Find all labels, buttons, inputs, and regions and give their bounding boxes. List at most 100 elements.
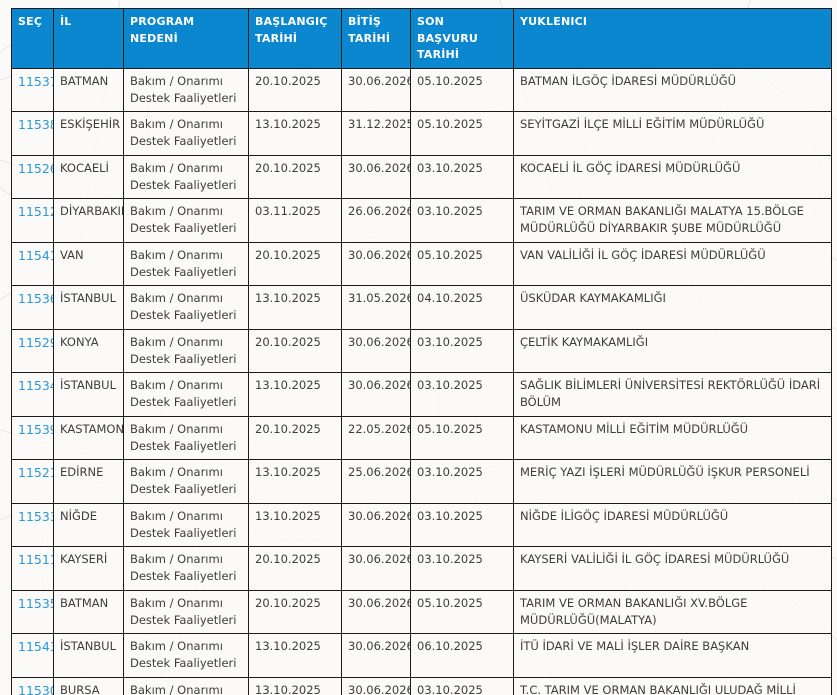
cell-sec: 11530 — [11, 676, 54, 695]
cell-sec: 11535 — [11, 589, 54, 634]
cell-il: NİĞDE — [53, 502, 124, 547]
cell-baslangic: 20.10.2025 — [248, 67, 342, 112]
cell-son-basvuru: 04.10.2025 — [410, 285, 514, 330]
cell-son-basvuru: 06.10.2025 — [410, 633, 514, 678]
column-header-bitis: BİTİŞ TARİHİ — [341, 8, 411, 69]
table-row: 11512 DİYARBAKIR Bakım / Onarımı Destek … — [11, 198, 832, 243]
program-id-link[interactable]: 11521 — [18, 465, 53, 480]
cell-yuklenici: KOCAELİ İL GÖÇ İDARESİ MÜDÜRLÜĞÜ — [513, 154, 832, 199]
cell-yuklenici: KAYSERİ VALİLİĞİ İL GÖÇ İDARESİ MÜDÜRLÜĞ… — [513, 546, 832, 591]
cell-program: Bakım / Onarımı Destek Faaliyetleri — [123, 111, 249, 156]
program-id-link[interactable]: 11526 — [18, 160, 53, 176]
column-header-program: PROGRAM NEDENİ — [123, 8, 249, 69]
cell-baslangic: 13.10.2025 — [248, 676, 342, 695]
program-id-link[interactable]: 11511 — [18, 552, 53, 567]
cell-son-basvuru: 03.10.2025 — [410, 676, 514, 695]
cell-son-basvuru: 03.10.2025 — [410, 502, 514, 547]
cell-bitis: 31.05.2026 — [341, 285, 411, 330]
cell-yuklenici: VAN VALİLİĞİ İL GÖÇ İDARESİ MÜDÜRLÜĞÜ — [513, 241, 832, 286]
program-id-link[interactable]: 11538 — [18, 117, 53, 132]
cell-yuklenici: KASTAMONU MİLLİ EĞİTİM MÜDÜRLÜĞÜ — [513, 415, 832, 460]
cell-baslangic: 13.10.2025 — [248, 502, 342, 547]
program-id-link[interactable]: 11539 — [18, 421, 53, 437]
cell-yuklenici: T.C. TARIM VE ORMAN BAKANLIĞI ULUDAĞ MİL… — [513, 676, 832, 695]
program-id-link[interactable]: 11543 — [18, 639, 53, 654]
cell-sec: 11537 — [11, 67, 54, 112]
cell-bitis: 30.06.2026 — [341, 67, 411, 112]
program-id-link[interactable]: 11536 — [18, 291, 53, 306]
column-header-yuklenici: YUKLENICI — [513, 8, 832, 69]
cell-bitis: 26.06.2026 — [341, 198, 411, 243]
cell-program: Bakım / Onarımı Destek Faaliyetleri — [123, 502, 249, 547]
cell-bitis: 30.06.2026 — [341, 589, 411, 634]
table-row: 11541 VAN Bakım / Onarımı Destek Faaliye… — [11, 241, 832, 286]
cell-baslangic: 20.10.2025 — [248, 241, 342, 286]
cell-program: Bakım / Onarımı Destek Faaliyetleri — [123, 415, 249, 460]
cell-son-basvuru: 05.10.2025 — [410, 67, 514, 112]
cell-bitis: 25.06.2026 — [341, 459, 411, 504]
cell-sec: 11521 — [11, 459, 54, 504]
program-id-link[interactable]: 11534 — [18, 378, 53, 393]
cell-bitis: 31.12.2025 — [341, 111, 411, 156]
cell-bitis: 30.06.2026 — [341, 546, 411, 591]
cell-bitis: 30.06.2026 — [341, 241, 411, 286]
program-id-link[interactable]: 11541 — [18, 247, 53, 263]
column-header-son-basvuru: SON BAŞVURU TARİHİ — [410, 8, 514, 69]
cell-program: Bakım / Onarımı Destek Faaliyetleri — [123, 589, 249, 634]
program-id-link[interactable]: 11530 — [18, 682, 53, 695]
cell-baslangic: 20.10.2025 — [248, 546, 342, 591]
cell-yuklenici: TARIM VE ORMAN BAKANLIĞI XV.BÖLGE MÜDÜRL… — [513, 589, 832, 634]
cell-program: Bakım / Onarımı Destek Faaliyetleri — [123, 67, 249, 112]
cell-bitis: 30.06.2026 — [341, 154, 411, 199]
cell-program: Bakım / Onarımı Destek Faaliyetleri — [123, 328, 249, 373]
cell-yuklenici: TARIM VE ORMAN BAKANLIĞI MALATYA 15.BÖLG… — [513, 198, 832, 243]
cell-baslangic: 13.10.2025 — [248, 633, 342, 678]
cell-sec: 11543 — [11, 633, 54, 678]
cell-program: Bakım / Onarımı Destek Faaliyetleri — [123, 633, 249, 678]
typ-programs-table: SEÇ İL PROGRAM NEDENİ BAŞLANGIÇ TARİHİ B… — [11, 8, 832, 695]
table-row: 11533 NİĞDE Bakım / Onarımı Destek Faali… — [11, 502, 832, 547]
cell-il: KASTAMONU — [53, 415, 124, 460]
cell-sec: 11512 — [11, 198, 54, 243]
program-id-link[interactable]: 11535 — [18, 595, 53, 611]
table-body: 11537 BATMAN Bakım / Onarımı Destek Faal… — [11, 67, 832, 695]
column-header-baslangic: BAŞLANGIÇ TARİHİ — [248, 8, 342, 69]
cell-baslangic: 13.10.2025 — [248, 459, 342, 504]
cell-program: Bakım / Onarımı Destek Faaliyetleri — [123, 198, 249, 243]
program-id-link[interactable]: 11512 — [18, 204, 53, 219]
program-id-link[interactable]: 11537 — [18, 73, 53, 89]
cell-program: Bakım / Onarımı Destek Faaliyetleri — [123, 154, 249, 199]
cell-yuklenici: MERİÇ YAZI İŞLERİ MÜDÜRLÜĞÜ İŞKUR PERSON… — [513, 459, 832, 504]
cell-yuklenici: İTÜ İDARİ VE MALİ İŞLER DAİRE BAŞKAN — [513, 633, 832, 678]
cell-il: İSTANBUL — [53, 633, 124, 678]
cell-baslangic: 13.10.2025 — [248, 111, 342, 156]
cell-son-basvuru: 03.10.2025 — [410, 328, 514, 373]
cell-sec: 11539 — [11, 415, 54, 460]
table-row: 11534 İSTANBUL Bakım / Onarımı Destek Fa… — [11, 372, 832, 417]
cell-baslangic: 20.10.2025 — [248, 328, 342, 373]
cell-bitis: 30.06.2026 — [341, 372, 411, 417]
column-header-sec: SEÇ — [11, 8, 54, 69]
cell-bitis: 22.05.2026 — [341, 415, 411, 460]
cell-sec: 11538 — [11, 111, 54, 156]
cell-il: KOCAELİ — [53, 154, 124, 199]
cell-program: Bakım / Onarımı Destek Faaliyetleri — [123, 459, 249, 504]
column-header-il: İL — [53, 8, 124, 69]
cell-sec: 11529 — [11, 328, 54, 373]
table-row: 11536 İSTANBUL Bakım / Onarımı Destek Fa… — [11, 285, 832, 330]
cell-il: ESKİŞEHİR — [53, 111, 124, 156]
cell-yuklenici: ÇELTİK KAYMAKAMLIĞI — [513, 328, 832, 373]
cell-program: Bakım / Onarımı Destek Faaliyetleri — [123, 241, 249, 286]
cell-son-basvuru: 05.10.2025 — [410, 241, 514, 286]
cell-baslangic: 03.11.2025 — [248, 198, 342, 243]
cell-son-basvuru: 03.10.2025 — [410, 154, 514, 199]
table-header: SEÇ İL PROGRAM NEDENİ BAŞLANGIÇ TARİHİ B… — [11, 8, 832, 69]
program-id-link[interactable]: 11529 — [18, 334, 53, 350]
cell-il: İSTANBUL — [53, 285, 124, 330]
program-id-link[interactable]: 11533 — [18, 508, 53, 524]
cell-il: BATMAN — [53, 589, 124, 634]
cell-il: EDİRNE — [53, 459, 124, 504]
cell-program: Bakım / Onarımı Destek Faaliyetleri — [123, 285, 249, 330]
cell-bitis: 30.06.2026 — [341, 633, 411, 678]
cell-yuklenici: BATMAN İLGÖÇ İDARESİ MÜDÜRLÜĞÜ — [513, 67, 832, 112]
